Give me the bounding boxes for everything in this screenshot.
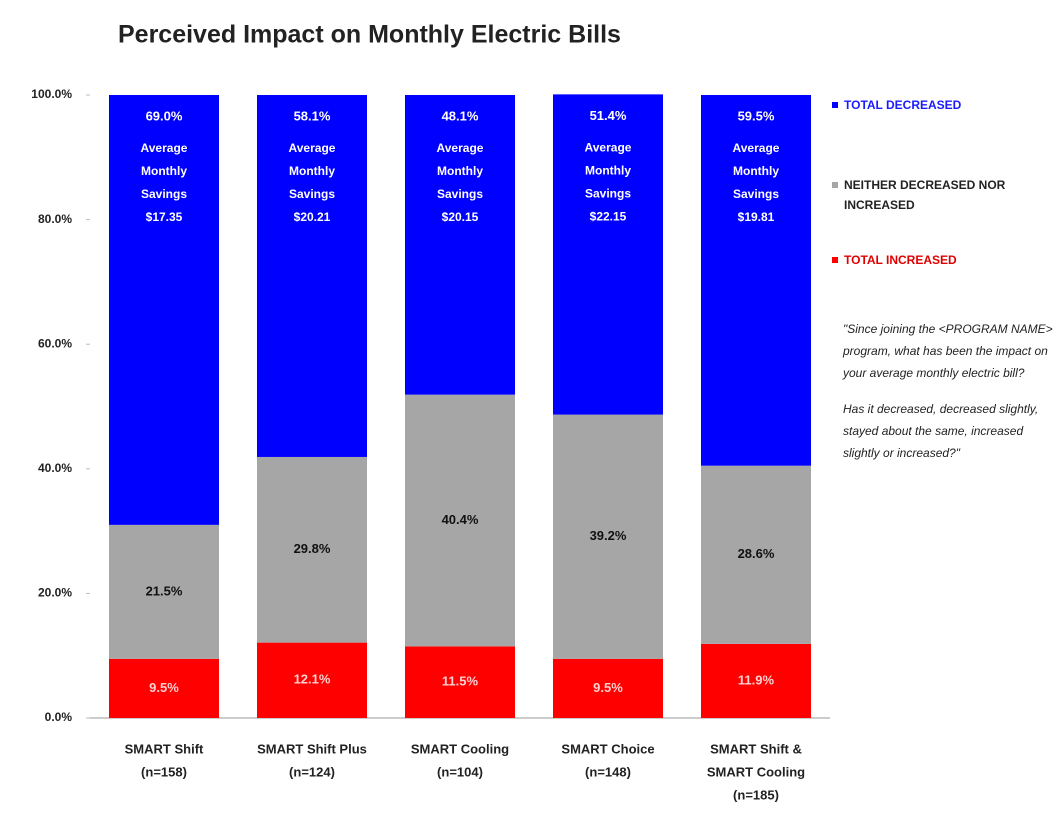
x-tick-label: (n=148): [585, 764, 631, 779]
savings-label: Savings: [585, 187, 631, 201]
bar-segment: [257, 642, 367, 718]
savings-label: Average: [437, 141, 484, 155]
bar-segment: [405, 95, 515, 395]
legend-item: TOTAL INCREASED: [832, 250, 1057, 270]
x-tick-label: SMART Cooling: [707, 764, 805, 779]
note: "Since joining the <PROGRAM NAME> progra…: [843, 318, 1058, 478]
y-tick-label: 100.0%: [31, 87, 72, 101]
data-label: 48.1%: [442, 108, 479, 123]
x-tick-label: SMART Cooling: [411, 741, 509, 756]
data-label: 9.5%: [593, 680, 623, 695]
savings-label: $19.81: [738, 210, 775, 224]
data-label: 11.9%: [738, 672, 775, 687]
legend-label: NEITHER DECREASED NOR INCREASED: [844, 178, 1006, 212]
data-label: 39.2%: [590, 528, 627, 543]
bar-segment: [257, 95, 367, 457]
data-label: 29.8%: [294, 541, 331, 556]
y-tick-label: 20.0%: [38, 586, 72, 600]
data-label: 51.4%: [590, 108, 627, 123]
bar-segment: [109, 524, 219, 659]
savings-label: Average: [585, 141, 632, 155]
bar-segment: [405, 394, 515, 647]
bar-segment: [553, 658, 663, 718]
bar-segment: [701, 465, 811, 644]
bar-segment: [553, 414, 663, 659]
data-label: 59.5%: [738, 108, 775, 123]
savings-label: Savings: [289, 187, 335, 201]
data-label: 58.1%: [294, 108, 331, 123]
x-tick-label: (n=104): [437, 764, 483, 779]
savings-label: $20.21: [294, 210, 331, 224]
data-label: 28.6%: [738, 546, 775, 561]
savings-label: $20.15: [442, 210, 479, 224]
x-tick-label: (n=158): [141, 764, 187, 779]
note-paragraph: "Since joining the <PROGRAM NAME> progra…: [843, 322, 1053, 380]
x-tick-label: SMART Shift &: [710, 741, 802, 756]
x-tick-label: SMART Choice: [561, 741, 654, 756]
savings-label: Savings: [733, 187, 779, 201]
data-label: 21.5%: [146, 583, 183, 598]
bar-segment: [701, 95, 811, 466]
legend-item: TOTAL DECREASED: [832, 95, 1057, 115]
x-tick-label: SMART Shift Plus: [257, 741, 367, 756]
y-tick-label: 0.0%: [45, 710, 73, 724]
note-paragraph: Has it decreased, decreased slightly, st…: [843, 402, 1039, 460]
x-tick-label: (n=124): [289, 764, 335, 779]
data-label: 40.4%: [442, 512, 479, 527]
legend-swatch: [832, 102, 838, 108]
legend-label: TOTAL DECREASED: [844, 98, 962, 112]
y-tick-label: 80.0%: [38, 212, 72, 226]
bar-segment: [109, 658, 219, 718]
bar-segment: [109, 95, 219, 525]
chart-title: Perceived Impact on Monthly Electric Bil…: [118, 21, 621, 49]
data-label: 9.5%: [149, 680, 179, 695]
bar-segment: [553, 94, 663, 415]
data-label: 11.5%: [442, 674, 479, 689]
savings-label: Monthly: [141, 164, 187, 178]
savings-label: Monthly: [585, 164, 631, 178]
bar-segment: [405, 646, 515, 718]
legend-swatch: [832, 182, 838, 188]
savings-label: $17.35: [146, 210, 183, 224]
bar-segment: [701, 643, 811, 718]
y-tick-label: 60.0%: [38, 336, 72, 350]
x-tick-label: SMART Shift: [125, 741, 204, 756]
y-tick-label: 40.0%: [38, 461, 72, 475]
savings-label: Monthly: [437, 164, 483, 178]
savings-label: Average: [141, 141, 188, 155]
legend-item: NEITHER DECREASED NOR INCREASED: [832, 175, 1057, 215]
data-label: 69.0%: [146, 108, 183, 123]
savings-label: Average: [733, 141, 780, 155]
savings-label: Monthly: [289, 164, 335, 178]
savings-label: Monthly: [733, 164, 779, 178]
savings-label: Average: [289, 141, 336, 155]
savings-label: Savings: [437, 187, 483, 201]
legend-label: TOTAL INCREASED: [844, 253, 957, 267]
data-label: 12.1%: [294, 672, 331, 687]
savings-label: Savings: [141, 187, 187, 201]
legend-swatch: [832, 257, 838, 263]
bar-segment: [257, 456, 367, 643]
savings-label: $22.15: [590, 210, 627, 224]
x-tick-label: (n=185): [733, 787, 779, 802]
